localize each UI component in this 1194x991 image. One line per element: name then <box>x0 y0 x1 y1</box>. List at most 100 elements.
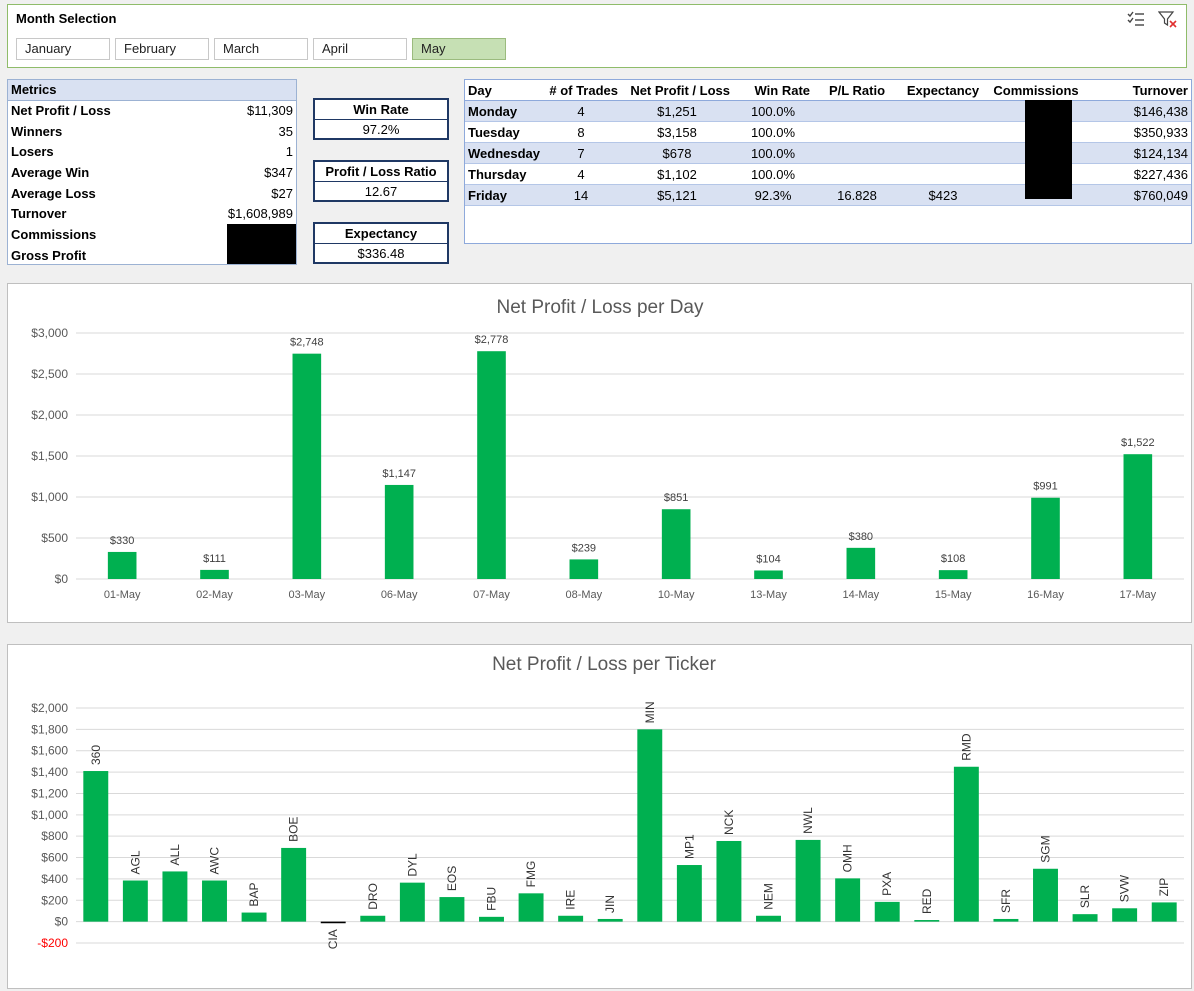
bar <box>993 918 1019 922</box>
metrics-table: Metrics Net Profit / Loss $11,309 Winners 3… <box>7 79 297 265</box>
cell-expectancy: $423 <box>901 184 985 206</box>
profit-loss-ratio-card: Profit / Loss Ratio 12.67 <box>313 160 449 202</box>
day-row: Tuesday 8 $3,158 100.0% $350,933 <box>465 121 1191 143</box>
metric-row: Gross Profit <box>8 246 296 267</box>
cell-trades: 14 <box>541 184 621 206</box>
metric-row: Winners 35 <box>8 122 296 143</box>
metric-row: Turnover $1,608,989 <box>8 204 296 225</box>
bar <box>241 912 267 922</box>
multi-select-icon[interactable] <box>1126 10 1146 28</box>
bar <box>846 547 876 579</box>
bar <box>200 569 229 579</box>
y-tick-label: $0 <box>55 915 69 929</box>
y-tick-label: $800 <box>41 829 68 843</box>
category-label: ALL <box>168 844 182 866</box>
kpi-title: Expectancy <box>315 224 447 244</box>
bar <box>795 839 821 922</box>
bar <box>637 729 663 922</box>
metric-value: 35 <box>278 123 293 139</box>
redacted-block <box>227 224 296 264</box>
category-label: SLR <box>1078 884 1092 908</box>
cell-net: $5,121 <box>621 184 733 206</box>
cell-turnover: $760,049 <box>1087 184 1191 206</box>
month-button-february[interactable]: February <box>115 38 209 60</box>
x-tick-label: 13-May <box>750 589 787 601</box>
ticker-profit-chart: Net Profit / Loss per Ticker -$200 $0 $200 $… <box>31 654 1184 950</box>
category-label: PXA <box>880 872 894 896</box>
cell-win-rate: 100.0% <box>733 121 813 143</box>
bar <box>597 918 623 922</box>
category-label: FBU <box>485 887 499 911</box>
y-tick-label: $2,000 <box>31 408 68 422</box>
col-pl-ratio: P/L Ratio <box>813 80 901 101</box>
month-buttons: January February March April May <box>16 38 506 60</box>
cell-net: $1,251 <box>621 100 733 122</box>
metric-label: Winners <box>11 123 63 139</box>
kpi-value: 12.67 <box>364 184 398 199</box>
y-tick-label: $3,000 <box>31 326 68 340</box>
month-button-may[interactable]: May <box>412 38 506 60</box>
metric-value: $11,309 <box>246 103 293 118</box>
cell-net: $678 <box>621 142 733 164</box>
daily-chart-panel: Net Profit / Loss per Day $0 $500 $1,000 $1,… <box>7 283 1192 623</box>
bar <box>874 901 900 922</box>
slicer-title: Month Selection <box>16 11 117 26</box>
day-row: Friday 14 $5,121 92.3% 16.828 $423 $760,049 <box>465 184 1191 206</box>
bar <box>1033 868 1058 922</box>
bar <box>914 920 940 922</box>
bar <box>569 559 599 579</box>
category-label: AWC <box>208 847 222 875</box>
x-tick-label: 07-May <box>473 589 510 601</box>
x-tick-label: 03-May <box>288 589 325 601</box>
x-tick-label: 17-May <box>1119 589 1156 601</box>
bar <box>202 880 227 922</box>
metric-row: Commissions <box>8 225 296 246</box>
category-label: CIA <box>326 929 340 949</box>
data-label: $111 <box>203 553 226 565</box>
category-label: EOS <box>445 866 459 891</box>
bar <box>320 921 346 924</box>
y-tick-label: $500 <box>41 531 68 545</box>
col-turnover: Turnover <box>1087 80 1191 101</box>
bar <box>1072 914 1098 922</box>
category-label: JIN <box>603 895 617 913</box>
day-row: Thursday 4 $1,102 100.0% $227,436 <box>465 163 1191 185</box>
bar <box>756 915 781 922</box>
bar <box>360 915 386 922</box>
category-label: SVW <box>1118 874 1132 902</box>
metric-row: Average Loss $27 <box>8 184 296 205</box>
month-button-january[interactable]: January <box>16 38 110 60</box>
metric-value: $347 <box>264 165 293 181</box>
category-label: OMH <box>841 844 855 872</box>
cell-trades: 8 <box>541 121 621 143</box>
x-tick-label: 14-May <box>842 589 879 601</box>
bar <box>835 878 861 922</box>
col-commissions: Commissions <box>985 80 1087 101</box>
cell-pl-ratio <box>813 142 901 164</box>
clear-filter-icon[interactable] <box>1158 10 1178 28</box>
cell-trades: 4 <box>541 163 621 185</box>
y-tick-label: $1,500 <box>31 449 68 463</box>
bar <box>479 916 504 922</box>
cell-win-rate: 92.3% <box>733 184 813 206</box>
bar <box>1112 908 1138 922</box>
month-button-april[interactable]: April <box>313 38 407 60</box>
metric-label: Net Profit / Loss <box>11 103 111 118</box>
data-label: $104 <box>756 553 780 565</box>
metric-value: $27 <box>271 185 293 201</box>
cell-day: Wednesday <box>465 142 541 164</box>
y-tick-label: $0 <box>55 572 69 586</box>
cell-day: Tuesday <box>465 121 541 143</box>
col-trades: # of Trades <box>541 80 621 101</box>
day-row: Monday 4 $1,251 100.0% $146,438 <box>465 100 1191 122</box>
x-tick-label: 08-May <box>565 589 602 601</box>
expectancy-card: Expectancy $336.48 <box>313 222 449 264</box>
metric-row: Losers 1 <box>8 142 296 163</box>
month-button-march[interactable]: March <box>214 38 308 60</box>
bar <box>661 509 691 579</box>
bar <box>384 484 414 579</box>
data-label: $1,147 <box>382 468 416 480</box>
category-label: MP1 <box>682 834 696 859</box>
cell-turnover: $146,438 <box>1087 100 1191 122</box>
win-rate-card: Win Rate 97.2% <box>313 98 449 140</box>
